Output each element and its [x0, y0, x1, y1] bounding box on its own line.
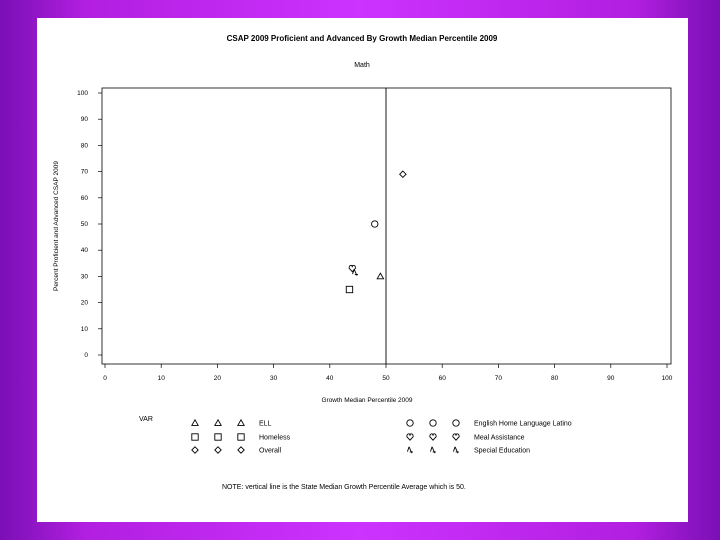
- y-tick-label: 30: [81, 273, 89, 280]
- legend-title: VAR: [139, 416, 153, 423]
- data-point: [345, 285, 354, 294]
- x-tick-label: 30: [270, 375, 278, 382]
- y-tick-label: 70: [81, 169, 89, 176]
- y-tick-label: 90: [81, 116, 89, 123]
- legend: ELL Homeless Overall English Home Language …: [191, 418, 572, 455]
- legend-marker: [406, 433, 414, 441]
- y-tick-label: 10: [81, 326, 89, 333]
- legend-marker: [191, 418, 199, 426]
- legend-marker: [237, 433, 245, 441]
- y-tick-label: 60: [81, 195, 89, 202]
- x-tick-label: 60: [439, 375, 447, 382]
- data-point: [399, 170, 407, 179]
- x-tick-label: 80: [551, 375, 559, 382]
- legend-marker: [214, 418, 222, 426]
- chart-subtitle: Math: [354, 62, 370, 69]
- y-tick-label: 100: [77, 90, 88, 97]
- chart-title: CSAP 2009 Proficient and Advanced By Gro…: [227, 34, 498, 43]
- scatter-chart: CSAP 2009 Proficient and Advanced By Gro…: [53, 34, 673, 491]
- y-tick-label: 20: [81, 300, 89, 307]
- legend-label: ELL: [259, 421, 272, 428]
- x-axis-label: Growth Median Percentile 2009: [321, 397, 412, 404]
- y-axis-label: Percent Proficient and Advanced CSAP 200…: [53, 161, 60, 291]
- legend-marker: [237, 446, 245, 454]
- x-tick-label: 90: [607, 375, 615, 382]
- x-axis-ticks: 0 10 20 30 40 50 60 70 80 90 100: [103, 364, 673, 382]
- legend-marker: [214, 446, 222, 454]
- chart-note: NOTE: vertical line is the State Median …: [222, 484, 466, 491]
- legend-marker: [191, 433, 199, 441]
- legend-marker: [429, 419, 437, 427]
- legend-marker: [429, 433, 437, 441]
- x-tick-label: 100: [662, 375, 673, 382]
- legend-marker: [214, 433, 222, 441]
- data-points: [345, 170, 407, 294]
- x-tick-label: 40: [326, 375, 334, 382]
- plot-frame: [101, 87, 672, 365]
- y-tick-label: 40: [81, 247, 89, 254]
- legend-marker: [452, 419, 460, 427]
- y-tick-label: 80: [81, 142, 89, 149]
- legend-marker: [191, 446, 199, 454]
- legend-marker: [453, 446, 459, 454]
- y-tick-label: 0: [84, 352, 88, 359]
- legend-marker: [407, 446, 413, 454]
- x-tick-label: 10: [158, 375, 166, 382]
- data-point: [371, 220, 379, 228]
- legend-label: Meal Assistance: [474, 435, 525, 442]
- legend-label: Homeless: [259, 435, 291, 442]
- legend-label: English Home Language Latino: [474, 421, 572, 428]
- legend-label: Overall: [259, 448, 282, 455]
- legend-marker: [237, 418, 245, 426]
- legend-marker: [406, 419, 414, 427]
- x-tick-label: 0: [103, 375, 107, 382]
- y-axis-ticks: 0 10 20 30 40 50 60 70 80 90 100: [77, 90, 102, 359]
- x-tick-label: 50: [382, 375, 390, 382]
- slide-canvas: CSAP 2009 Proficient and Advanced By Gro…: [37, 18, 688, 522]
- y-tick-label: 50: [81, 221, 89, 228]
- x-tick-label: 70: [495, 375, 503, 382]
- legend-marker: [430, 446, 436, 454]
- data-point: [352, 269, 358, 276]
- x-tick-label: 20: [214, 375, 222, 382]
- legend-label: Special Education: [474, 448, 530, 455]
- data-point: [376, 272, 385, 280]
- legend-marker: [452, 433, 460, 441]
